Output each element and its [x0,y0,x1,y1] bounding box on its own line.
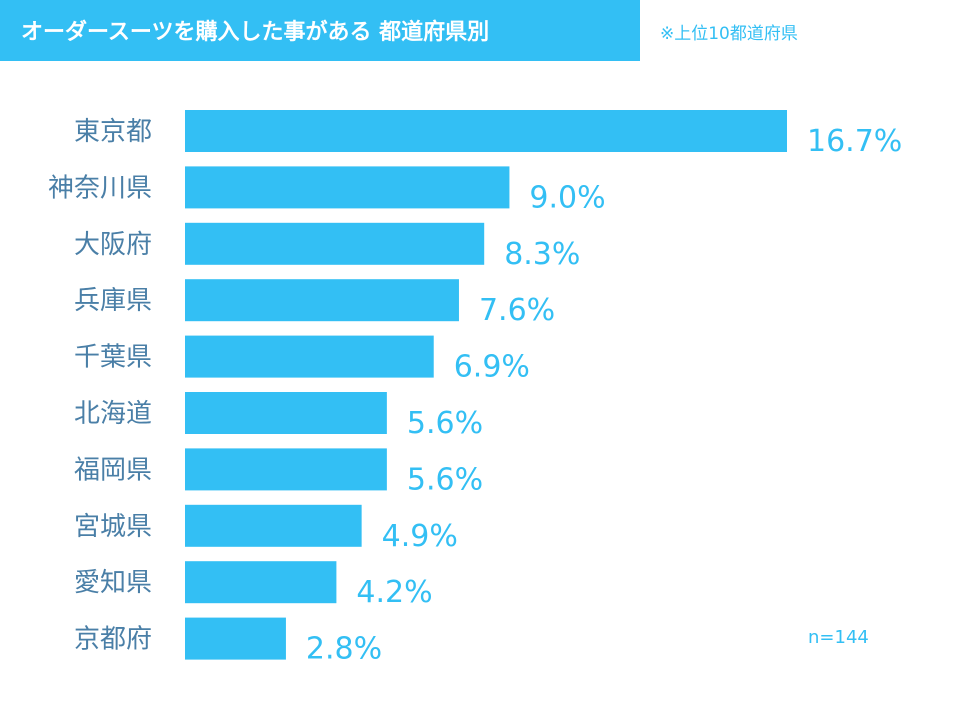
bar [185,222,485,265]
category-label: 千葉県 [74,343,152,373]
bar [185,335,434,378]
value-label: 2.8% [306,632,382,667]
bar [185,504,362,547]
value-label: 4.9% [382,519,458,554]
value-label: 7.6% [479,293,555,328]
value-label: 6.9% [454,350,530,385]
category-label: 京都府 [74,625,152,655]
category-label: 兵庫県 [74,286,152,316]
value-label: 8.3% [504,237,580,272]
bar [185,392,387,434]
bar [185,561,337,604]
value-label: 5.6% [407,406,483,441]
category-label: 福岡県 [74,455,152,485]
value-label: 5.6% [407,462,483,497]
bar [185,166,510,209]
chart-title: オーダースーツを購入した事がある 都道府県別 [21,20,490,45]
category-label: 東京都 [74,117,152,147]
category-label: 愛知県 [74,568,152,598]
category-label: 北海道 [74,399,152,429]
bar [185,617,286,660]
top10-note: ※上位10都道府県 [660,24,798,44]
bar [185,110,787,152]
sample-size-label: n=144 [808,627,869,648]
value-label: 4.2% [356,575,432,610]
value-label: 16.7% [807,124,902,159]
bar [185,448,387,491]
value-label: 9.0% [529,180,605,215]
category-label: 宮城県 [74,512,152,542]
bar [185,279,459,322]
category-label: 大阪府 [74,230,152,260]
title-banner: オーダースーツを購入した事がある 都道府県別 [0,0,640,61]
category-label: 神奈川県 [48,173,152,203]
